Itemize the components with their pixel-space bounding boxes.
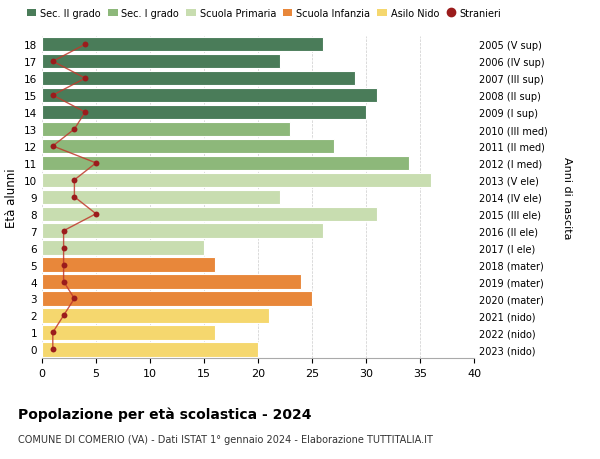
Text: COMUNE DI COMERIO (VA) - Dati ISTAT 1° gennaio 2024 - Elaborazione TUTTITALIA.IT: COMUNE DI COMERIO (VA) - Dati ISTAT 1° g… xyxy=(18,434,433,444)
Bar xyxy=(42,190,280,205)
Bar xyxy=(42,241,204,255)
Point xyxy=(59,245,68,252)
Point xyxy=(59,228,68,235)
Point xyxy=(91,211,101,218)
Point xyxy=(80,41,90,49)
Point xyxy=(59,312,68,319)
Bar xyxy=(42,72,355,86)
Bar xyxy=(42,89,377,103)
Bar xyxy=(42,207,377,221)
Bar xyxy=(42,275,301,289)
Bar xyxy=(42,123,290,137)
Point xyxy=(48,58,58,66)
Bar xyxy=(42,38,323,52)
Point xyxy=(48,143,58,150)
Legend: Sec. II grado, Sec. I grado, Scuola Primaria, Scuola Infanzia, Asilo Nido, Stran: Sec. II grado, Sec. I grado, Scuola Prim… xyxy=(23,5,505,22)
Point xyxy=(59,278,68,285)
Bar xyxy=(42,173,431,188)
Bar xyxy=(42,55,280,69)
Bar xyxy=(42,157,409,171)
Point xyxy=(80,75,90,83)
Point xyxy=(48,329,58,336)
Bar xyxy=(42,106,366,120)
Bar xyxy=(42,325,215,340)
Bar xyxy=(42,308,269,323)
Point xyxy=(70,177,79,184)
Point xyxy=(48,346,58,353)
Point xyxy=(70,295,79,302)
Bar xyxy=(42,342,258,357)
Point xyxy=(59,261,68,269)
Point xyxy=(80,109,90,117)
Y-axis label: Età alunni: Età alunni xyxy=(5,168,19,227)
Point xyxy=(70,126,79,134)
Point xyxy=(48,92,58,100)
Bar xyxy=(42,258,215,272)
Point xyxy=(70,194,79,201)
Bar xyxy=(42,140,334,154)
Text: Popolazione per età scolastica - 2024: Popolazione per età scolastica - 2024 xyxy=(18,406,311,421)
Bar xyxy=(42,291,312,306)
Point xyxy=(91,160,101,167)
Y-axis label: Anni di nascita: Anni di nascita xyxy=(562,156,572,239)
Bar xyxy=(42,224,323,238)
